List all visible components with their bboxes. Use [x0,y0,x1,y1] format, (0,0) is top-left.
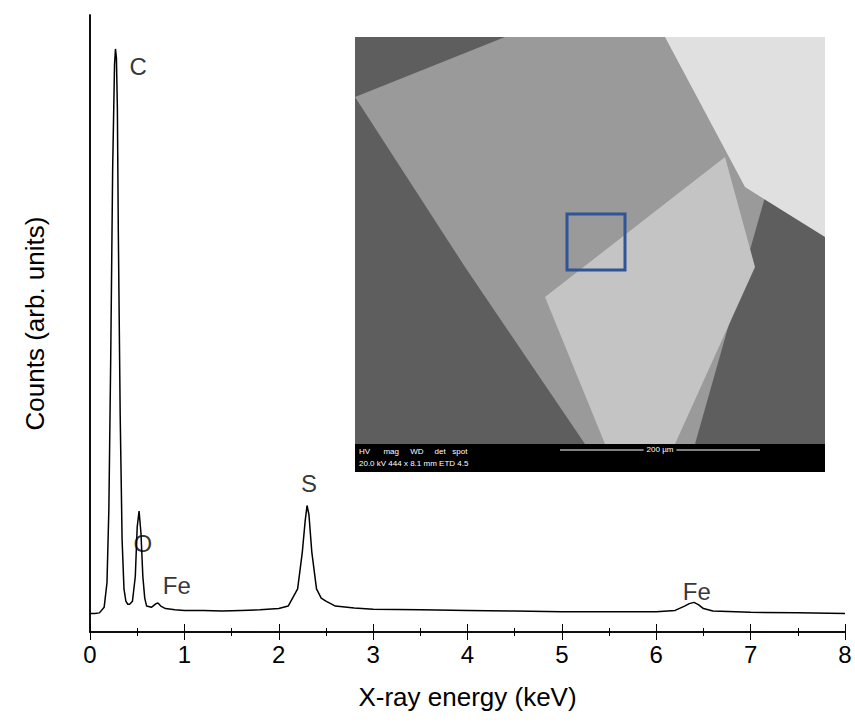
svg-text:1: 1 [178,641,191,668]
svg-text:6: 6 [650,641,663,668]
svg-text:5: 5 [555,641,568,668]
svg-text:8: 8 [838,641,851,668]
svg-text:S: S [301,470,317,497]
svg-text:200 µm: 200 µm [647,445,674,454]
svg-text:HV mag WD det s: HV mag WD det spot [359,447,468,456]
svg-text:Fe: Fe [683,578,711,605]
svg-text:7: 7 [744,641,757,668]
svg-text:3: 3 [366,641,379,668]
svg-text:C: C [129,53,146,80]
svg-text:0: 0 [83,641,96,668]
svg-text:4: 4 [461,641,474,668]
svg-text:Counts (arb. units): Counts (arb. units) [20,217,50,431]
svg-text:Fe: Fe [163,572,191,599]
svg-text:X-ray energy (keV): X-ray energy (keV) [358,682,576,712]
svg-text:2: 2 [272,641,285,668]
svg-text:O: O [134,530,153,557]
svg-text:20.0 kV 444 x 8.1 mm ETD 4.5: 20.0 kV 444 x 8.1 mm ETD 4.5 [359,459,469,468]
